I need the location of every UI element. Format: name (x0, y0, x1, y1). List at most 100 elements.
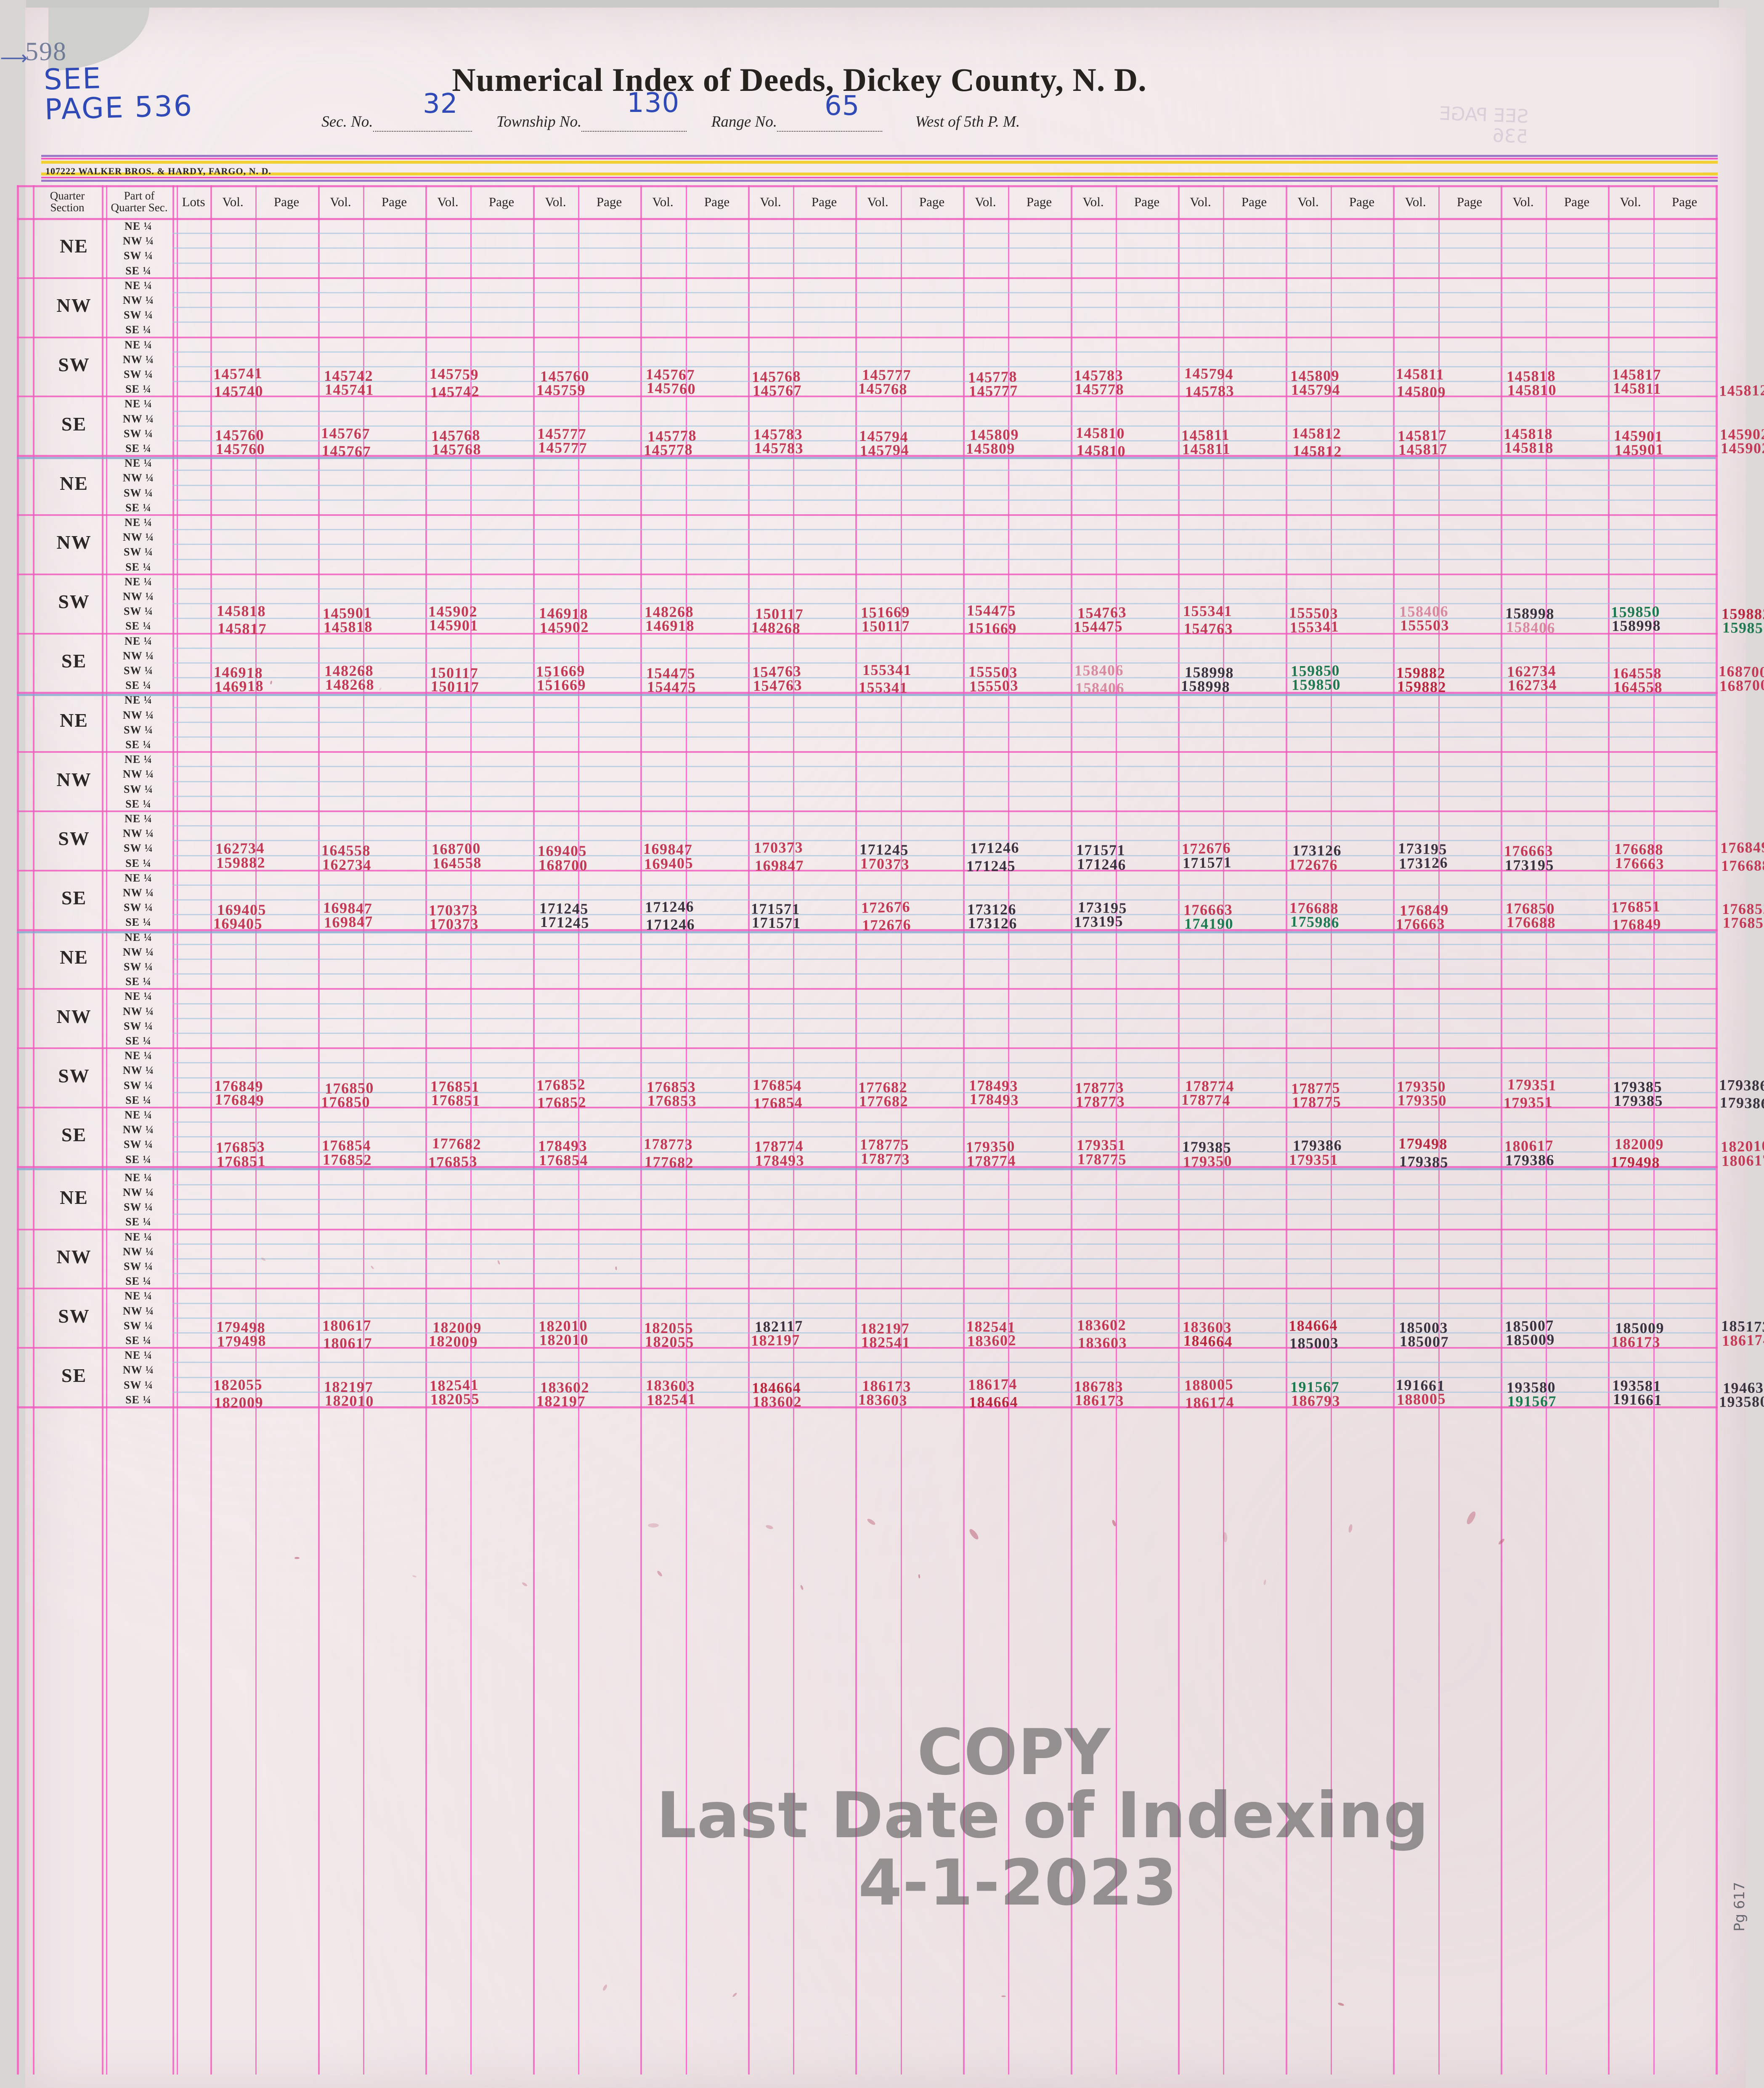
ruled-line (172, 366, 1716, 367)
ink-speck (294, 1557, 300, 1559)
column-header: Page (1671, 194, 1698, 210)
ruled-line (172, 499, 1716, 501)
deed-entry-number: 182541 (861, 1334, 911, 1351)
deed-entry-number: 182541 (646, 1390, 696, 1409)
deed-entry-number: 145901 (1614, 441, 1664, 459)
deed-entry-number: 184664 (1183, 1332, 1233, 1350)
part-of-quarter-label: SE ¼ (125, 383, 151, 395)
ruled-line (172, 603, 1716, 604)
deed-entry-number: 145767 (321, 425, 371, 442)
deed-entry-number: 155503 (1400, 617, 1449, 634)
deed-entry-number: 176852 (1722, 901, 1764, 917)
part-of-quarter-label: NE ¼ (124, 220, 153, 232)
deed-entry-number: 186174 (1722, 1331, 1764, 1349)
part-of-quarter-label: NE ¼ (124, 694, 153, 706)
deed-entry-number: 186174 (1185, 1394, 1235, 1411)
deed-entry-number: 145817 (217, 620, 267, 638)
grid-vertical-rule (1286, 185, 1287, 2075)
part-of-quarter-label: NW ¼ (122, 709, 154, 721)
grid-vertical-rule (963, 185, 965, 2075)
side-margin-mark: Pg 617 (1731, 1882, 1748, 1931)
grid-vertical-rule (318, 185, 320, 2075)
part-of-quarter-label: NE ¼ (124, 931, 153, 943)
deed-entry-number: 145794 (1184, 364, 1234, 383)
part-of-quarter-label: NW ¼ (122, 1186, 154, 1198)
ruled-line (172, 855, 1716, 856)
ink-speck (1001, 1995, 1006, 1997)
ruled-line (172, 618, 1716, 619)
deed-entry-number: 158406 (1074, 661, 1124, 679)
deed-entry-number: 179351 (1077, 1137, 1126, 1153)
deed-entry-number: 183603 (858, 1391, 908, 1409)
column-header: Vol. (760, 194, 781, 210)
grid-vertical-rule (578, 185, 579, 2075)
deed-entry-number: 148268 (751, 619, 801, 637)
field-township-no: Township No. (496, 113, 687, 132)
part-of-quarter-label: SE ¼ (125, 1094, 151, 1106)
grid-vertical-rule (106, 185, 107, 2075)
part-of-quarter-label: NW ¼ (122, 294, 154, 306)
deed-entry-number: 176853 (647, 1092, 697, 1110)
part-of-quarter-label: NW ¼ (122, 946, 154, 958)
deed-entry-number: 145809 (966, 440, 1015, 457)
column-header: Vol. (545, 194, 566, 210)
grid-vertical-rule (33, 185, 34, 2075)
quarter-section-label: SW (58, 828, 90, 849)
part-of-quarter-label: NE ¼ (124, 339, 153, 351)
deed-entry-number: 164558 (1613, 665, 1662, 682)
grid-vertical-rule (172, 185, 174, 2075)
deed-entry-number: 183602 (540, 1379, 589, 1396)
grid-horizontal-rule (17, 692, 1718, 694)
deed-entry-number: 179351 (1507, 1076, 1557, 1094)
deed-entry-number: 178773 (1075, 1093, 1125, 1110)
quarter-section-label: NE (60, 473, 88, 494)
part-of-quarter-label: SW ¼ (124, 783, 153, 795)
deed-entry-number: 171245 (966, 857, 1016, 875)
deed-entry-number: 179351 (1289, 1151, 1338, 1168)
part-of-quarter-label: SE ¼ (125, 1334, 151, 1347)
part-of-quarter-label: SW ¼ (124, 1138, 153, 1150)
deed-entry-number: 176850 (321, 1093, 371, 1111)
part-of-quarter-label: NW ¼ (122, 353, 154, 366)
deed-entry-number: 155341 (862, 661, 912, 678)
deed-entry-number: 182055 (213, 1376, 263, 1394)
grid-vertical-rule (901, 185, 902, 2075)
field-sec-no-label: Sec. No. (321, 113, 373, 130)
watermark-copy: COPY (917, 1716, 1111, 1789)
deed-entry-number: 155503 (969, 677, 1019, 695)
deed-entry-number: 145767 (752, 382, 802, 399)
deed-entry-number: 171571 (1182, 854, 1232, 871)
deed-entry-number: 186173 (1611, 1333, 1661, 1351)
deed-entry-number: 178493 (969, 1090, 1019, 1109)
deed-entry-number: 145768 (858, 380, 908, 398)
deed-entry-number: 186174 (968, 1376, 1018, 1393)
part-of-quarter-label: SW ¼ (124, 546, 153, 558)
grid-vertical-rule (470, 185, 472, 2075)
part-of-quarter-label: SW ¼ (124, 605, 153, 617)
quarter-section-label: NE (60, 1187, 88, 1208)
deed-entry-number: 154475 (966, 602, 1016, 619)
deed-entry-number: 145812 (1719, 382, 1764, 399)
deed-entry-number: 180617 (322, 1317, 372, 1334)
ruled-line (172, 1332, 1716, 1334)
deed-entry-number: 171246 (1077, 855, 1127, 873)
deed-entry-number: 172676 (862, 916, 912, 934)
deed-entry-number: 151669 (967, 619, 1017, 637)
column-header: Vol. (975, 194, 996, 210)
deed-entry-number: 184664 (968, 1393, 1019, 1411)
ruled-line (172, 1199, 1716, 1200)
scan-edge-top (0, 0, 1764, 9)
deed-entry-number: 173126 (1398, 854, 1448, 872)
deed-entry-number: 162734 (1507, 676, 1557, 694)
deed-entry-number: 183602 (967, 1331, 1017, 1350)
deed-entry-number: 151669 (536, 676, 586, 694)
deed-entry-number: 155341 (1289, 618, 1340, 636)
grid-horizontal-rule (17, 633, 1718, 635)
quarter-section-label: SE (61, 413, 87, 435)
deed-entry-number: 171571 (751, 914, 801, 932)
grid-horizontal-rule (17, 1107, 1718, 1108)
deed-entry-number: 145778 (643, 441, 693, 459)
column-header: Lots (182, 194, 205, 210)
part-of-quarter-label: SW ¼ (124, 428, 153, 440)
part-of-quarter-label: SE ¼ (125, 916, 151, 928)
